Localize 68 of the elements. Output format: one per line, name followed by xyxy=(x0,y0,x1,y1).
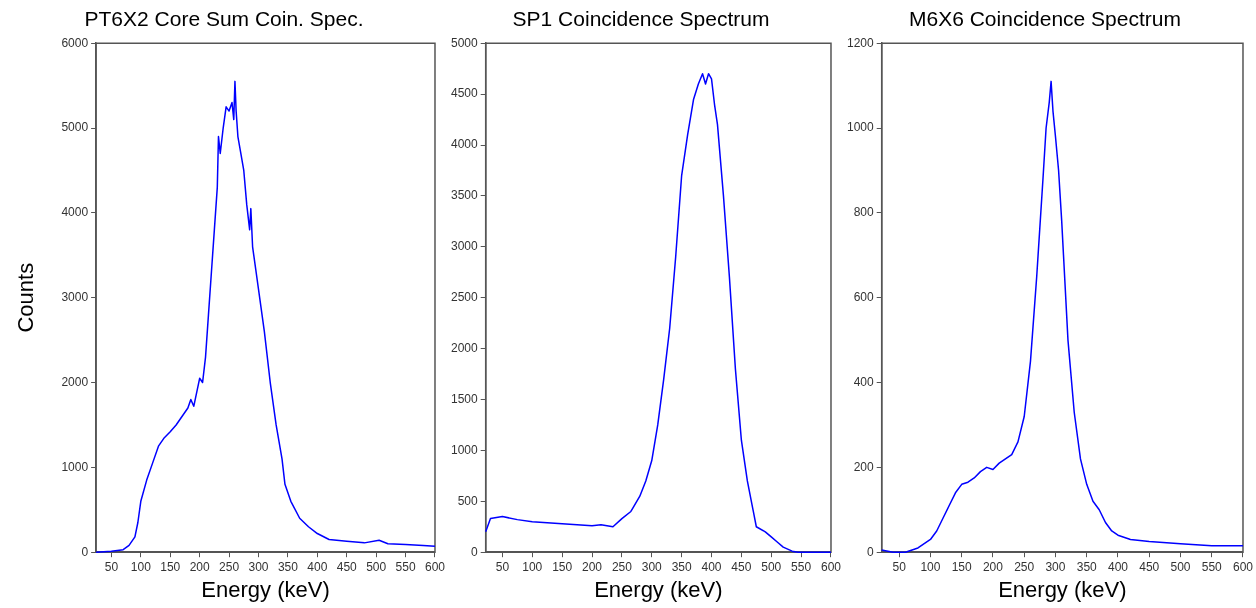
x-tick-label: 50 xyxy=(104,559,119,574)
x-tick-label: 150 xyxy=(160,559,181,574)
y-tick-label: 3000 xyxy=(450,239,479,254)
x-tick-label: 350 xyxy=(1076,559,1098,574)
x-tick-label: 300 xyxy=(1045,559,1066,574)
x-tick-label: 450 xyxy=(731,559,752,574)
x-tick-label: 50 xyxy=(892,559,907,574)
y-tick-label: 2500 xyxy=(450,290,479,305)
x-tick-label: 550 xyxy=(1201,559,1223,574)
y-tick-label: 800 xyxy=(853,205,875,220)
y-tick-label: 0 xyxy=(471,544,479,559)
y-tick-label: 1500 xyxy=(450,391,479,406)
x-tick-label: 200 xyxy=(982,559,1004,574)
y-tick-label: 1000 xyxy=(61,459,89,474)
x-tick-label: 600 xyxy=(424,559,446,574)
y-tick-label: 1200 xyxy=(846,35,875,50)
y-tick-label: 2000 xyxy=(61,374,89,389)
y-tick-label: 3500 xyxy=(450,188,479,203)
x-tick-label: 400 xyxy=(1107,559,1129,574)
x-tick-label: 450 xyxy=(1139,559,1160,574)
x-tick-label: 250 xyxy=(1014,559,1035,574)
x-tick-label: 500 xyxy=(1170,559,1191,574)
y-tick-label: 1000 xyxy=(846,120,875,135)
x-tick-label: 550 xyxy=(791,559,812,574)
x-tick-label: 150 xyxy=(552,559,573,574)
x-tick-label: 350 xyxy=(671,559,692,574)
x-tick-label: 50 xyxy=(495,559,510,574)
y-tick-label: 400 xyxy=(853,374,875,389)
x-tick-label: 450 xyxy=(336,559,358,574)
y-tick-label: 200 xyxy=(853,459,875,474)
x-tick-label: 400 xyxy=(701,559,722,574)
x-tick-label: 350 xyxy=(277,559,299,574)
y-tick-label: 5000 xyxy=(450,35,479,50)
x-tick-label: 200 xyxy=(582,559,603,574)
y-axis-title: Counts xyxy=(13,262,39,333)
x-axis-title: Energy (keV) xyxy=(998,576,1127,602)
x-tick-label: 100 xyxy=(920,559,941,574)
y-tick-label: 0 xyxy=(81,544,89,559)
chart-title: SP1 Coincidence Spectrum xyxy=(512,7,770,31)
x-tick-label: 200 xyxy=(189,559,210,574)
x-tick-label: 550 xyxy=(395,559,416,574)
x-tick-label: 100 xyxy=(130,559,152,574)
x-tick-label: 600 xyxy=(1232,559,1254,574)
x-tick-label: 100 xyxy=(522,559,543,574)
y-tick-label: 3000 xyxy=(61,290,89,305)
x-tick-label: 600 xyxy=(820,559,842,574)
x-tick-label: 400 xyxy=(307,559,328,574)
y-tick-label: 5000 xyxy=(61,120,89,135)
chart-title: PT6X2 Core Sum Coin. Spec. xyxy=(84,7,364,31)
y-tick-label: 2000 xyxy=(450,340,479,355)
y-tick-label: 1000 xyxy=(450,442,479,457)
x-tick-label: 300 xyxy=(641,559,663,574)
y-tick-label: 500 xyxy=(457,493,479,508)
x-tick-label: 500 xyxy=(366,559,387,574)
y-tick-label: 0 xyxy=(867,544,875,559)
y-tick-label: 600 xyxy=(853,290,875,305)
y-tick-label: 4000 xyxy=(61,205,89,220)
y-tick-label: 6000 xyxy=(61,35,89,50)
x-axis-title: Energy (keV) xyxy=(594,576,723,602)
x-tick-label: 250 xyxy=(611,559,633,574)
y-tick-label: 4500 xyxy=(450,86,479,101)
x-tick-label: 500 xyxy=(761,559,782,574)
x-tick-label: 300 xyxy=(248,559,269,574)
x-tick-label: 250 xyxy=(219,559,240,574)
x-tick-label: 150 xyxy=(951,559,973,574)
chart-title: M6X6 Coincidence Spectrum xyxy=(909,7,1181,31)
x-axis-title: Energy (keV) xyxy=(201,576,330,602)
y-tick-label: 4000 xyxy=(450,137,479,152)
